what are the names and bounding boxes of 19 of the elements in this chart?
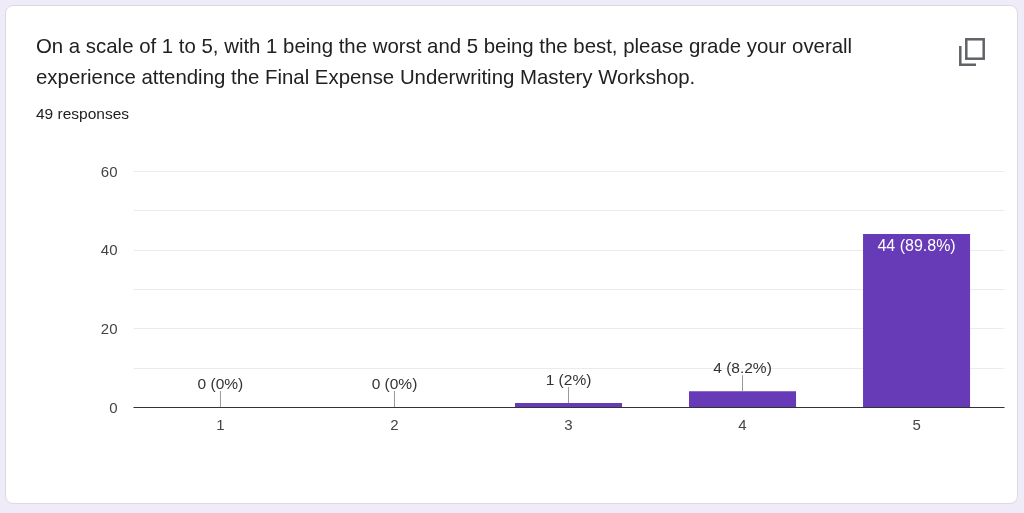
data-label: 44 (89.8%) <box>877 236 956 254</box>
data-label: 4 (8.2%) <box>713 359 772 377</box>
bar <box>689 391 797 407</box>
y-tick-label: 40 <box>100 241 118 259</box>
x-tick-label: 1 <box>216 415 225 433</box>
bar <box>863 233 971 407</box>
x-tick-label: 4 <box>738 415 747 433</box>
chart-title: On a scale of 1 to 5, with 1 being the worst and 5 being the best, please grade your overall experience attending the Final Expense Underwriting Mastery Workshop. <box>36 34 854 90</box>
x-tick-label: 3 <box>564 415 573 433</box>
data-label: 0 (0%) <box>371 375 418 392</box>
chart-subtitle: 49 responses <box>36 104 130 124</box>
data-label: 1 (2%) <box>545 371 592 389</box>
bar <box>514 403 623 407</box>
y-tick-label: 0 <box>109 398 118 416</box>
y-tick-label: 20 <box>100 319 118 337</box>
x-tick-label: 2 <box>390 415 399 433</box>
y-tick-label: 60 <box>100 162 118 180</box>
data-label: 0 (0%) <box>197 375 244 392</box>
x-tick-label: 5 <box>912 415 921 433</box>
